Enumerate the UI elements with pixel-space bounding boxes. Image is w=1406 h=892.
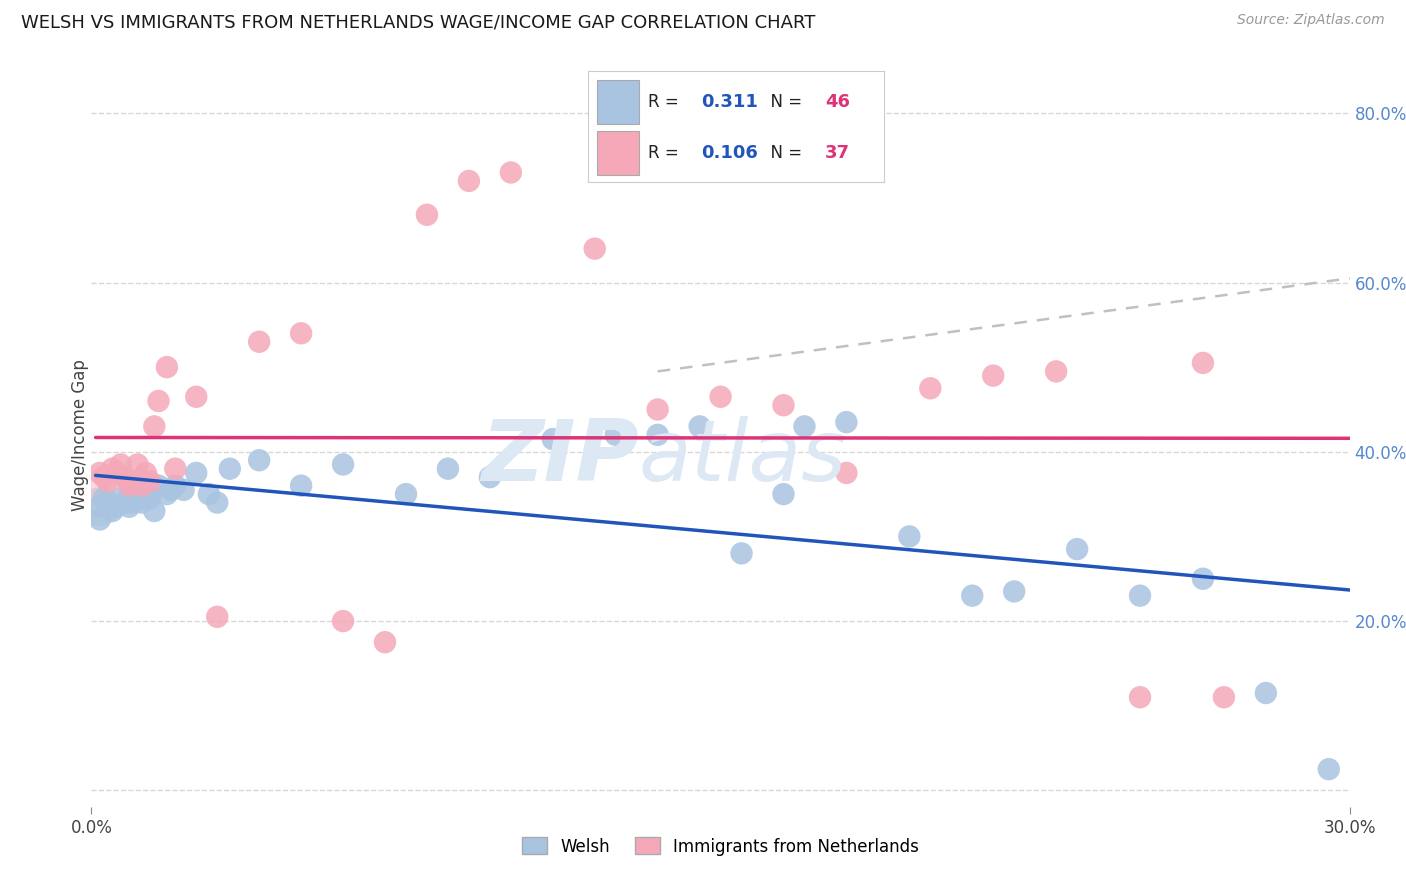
- Point: [1192, 572, 1215, 586]
- Point: [709, 390, 731, 404]
- Point: [1192, 356, 1215, 370]
- Point: [165, 461, 187, 475]
- Point: [139, 491, 162, 506]
- Point: [114, 495, 136, 509]
- Point: [437, 461, 460, 475]
- Point: [247, 453, 270, 467]
- Text: Source: ZipAtlas.com: Source: ZipAtlas.com: [1237, 13, 1385, 28]
- Point: [730, 546, 752, 560]
- Point: [583, 242, 606, 256]
- Point: [89, 466, 111, 480]
- Point: [478, 470, 501, 484]
- Point: [198, 487, 221, 501]
- Point: [105, 466, 128, 480]
- Point: [1317, 762, 1340, 776]
- Point: [156, 487, 179, 501]
- Point: [920, 381, 942, 395]
- Point: [110, 491, 132, 506]
- Point: [416, 208, 439, 222]
- Point: [205, 495, 228, 509]
- Point: [139, 475, 162, 489]
- Text: WELSH VS IMMIGRANTS FROM NETHERLANDS WAGE/INCOME GAP CORRELATION CHART: WELSH VS IMMIGRANTS FROM NETHERLANDS WAG…: [21, 13, 815, 31]
- Point: [1129, 589, 1152, 603]
- Point: [1213, 690, 1236, 705]
- Point: [131, 478, 153, 492]
- Point: [97, 475, 120, 489]
- Text: atlas: atlas: [638, 416, 846, 499]
- Point: [647, 402, 669, 417]
- Point: [290, 478, 312, 492]
- Point: [165, 478, 187, 492]
- Point: [793, 419, 815, 434]
- Point: [1066, 542, 1088, 557]
- Point: [127, 458, 149, 472]
- Point: [143, 504, 166, 518]
- Point: [114, 470, 136, 484]
- Point: [122, 495, 145, 509]
- Point: [89, 500, 111, 514]
- Point: [374, 635, 396, 649]
- Point: [647, 428, 669, 442]
- Point: [122, 475, 145, 489]
- Point: [89, 478, 111, 492]
- Point: [457, 174, 479, 188]
- Point: [332, 614, 354, 628]
- Point: [93, 491, 115, 506]
- Point: [127, 487, 149, 501]
- Point: [101, 504, 124, 518]
- Point: [186, 466, 208, 480]
- Point: [689, 419, 711, 434]
- Point: [160, 483, 183, 497]
- Point: [143, 419, 166, 434]
- Point: [89, 512, 111, 526]
- Point: [1045, 364, 1067, 378]
- Point: [135, 491, 157, 506]
- Point: [898, 529, 921, 543]
- Point: [105, 500, 128, 514]
- Point: [332, 458, 354, 472]
- Point: [499, 165, 522, 179]
- Point: [148, 478, 170, 492]
- Point: [1129, 690, 1152, 705]
- Point: [290, 326, 312, 341]
- Point: [89, 500, 111, 514]
- Point: [101, 461, 124, 475]
- Point: [135, 466, 157, 480]
- Point: [247, 334, 270, 349]
- Point: [1254, 686, 1277, 700]
- Point: [1002, 584, 1025, 599]
- Point: [772, 487, 794, 501]
- Point: [148, 394, 170, 409]
- Point: [110, 458, 132, 472]
- Point: [156, 360, 179, 375]
- Point: [173, 483, 195, 497]
- Point: [605, 428, 627, 442]
- Point: [835, 415, 858, 429]
- Point: [186, 390, 208, 404]
- Point: [835, 466, 858, 480]
- Point: [218, 461, 240, 475]
- Point: [981, 368, 1004, 383]
- Legend: Welsh, Immigrants from Netherlands: Welsh, Immigrants from Netherlands: [516, 830, 925, 863]
- Point: [772, 398, 794, 412]
- Point: [97, 495, 120, 509]
- Text: ZIP: ZIP: [481, 416, 638, 499]
- Point: [118, 500, 141, 514]
- Point: [541, 432, 564, 446]
- Point: [962, 589, 984, 603]
- Point: [93, 470, 115, 484]
- Point: [131, 495, 153, 509]
- Y-axis label: Wage/Income Gap: Wage/Income Gap: [72, 359, 89, 511]
- Point: [205, 610, 228, 624]
- Point: [118, 478, 141, 492]
- Point: [395, 487, 418, 501]
